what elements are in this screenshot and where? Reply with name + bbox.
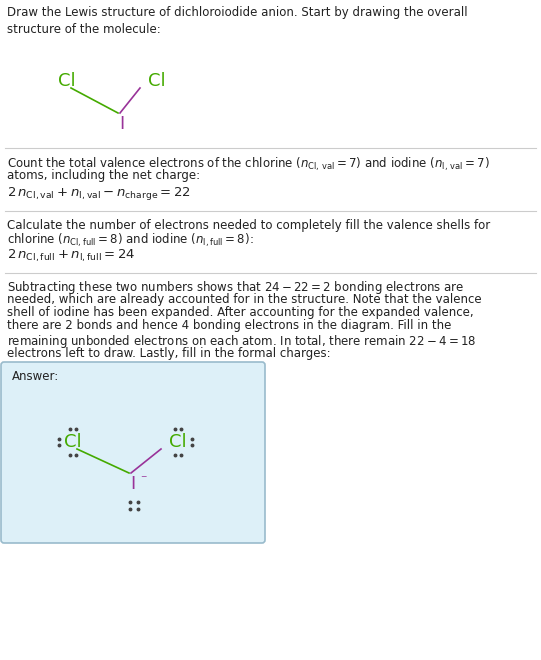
Text: Subtracting these two numbers shows that $24 - 22 = 2$ bonding electrons are: Subtracting these two numbers shows that…	[7, 279, 464, 296]
Text: I: I	[130, 475, 135, 493]
Text: needed, which are already accounted for in the structure. Note that the valence: needed, which are already accounted for …	[7, 292, 481, 306]
Text: there are 2 bonds and hence 4 bonding electrons in the diagram. Fill in the: there are 2 bonds and hence 4 bonding el…	[7, 319, 451, 333]
Text: $2\,n_{\mathrm{Cl,val}} + n_{\mathrm{I,val}} - n_{\mathrm{charge}} = 22$: $2\,n_{\mathrm{Cl,val}} + n_{\mathrm{I,v…	[7, 185, 191, 202]
Text: atoms, including the net charge:: atoms, including the net charge:	[7, 170, 200, 183]
Text: chlorine ($n_{\mathrm{Cl,full}} = 8$) and iodine ($n_{\mathrm{I,full}} = 8$):: chlorine ($n_{\mathrm{Cl,full}} = 8$) an…	[7, 232, 254, 249]
Text: Draw the Lewis structure of dichloroiodide anion. Start by drawing the overall
s: Draw the Lewis structure of dichloroiodi…	[7, 6, 467, 36]
Text: Count the total valence electrons of the chlorine ($n_{\mathrm{Cl,\,val}} = 7$) : Count the total valence electrons of the…	[7, 156, 490, 174]
Text: $^{-}$: $^{-}$	[140, 474, 148, 484]
Text: Answer:: Answer:	[12, 370, 60, 383]
Text: Calculate the number of electrons needed to completely fill the valence shells f: Calculate the number of electrons needed…	[7, 218, 490, 232]
Text: electrons left to draw. Lastly, fill in the formal charges:: electrons left to draw. Lastly, fill in …	[7, 346, 331, 360]
Text: Cl: Cl	[169, 433, 187, 451]
Text: I: I	[119, 115, 124, 133]
Text: Cl: Cl	[148, 72, 166, 90]
Text: shell of iodine has been expanded. After accounting for the expanded valence,: shell of iodine has been expanded. After…	[7, 306, 473, 319]
Text: Cl: Cl	[58, 72, 76, 90]
FancyBboxPatch shape	[1, 362, 265, 543]
Text: remaining unbonded electrons on each atom. In total, there remain $22 - 4 = 18$: remaining unbonded electrons on each ato…	[7, 333, 476, 350]
Text: $2\,n_{\mathrm{Cl,full}} + n_{\mathrm{I,full}} = 24$: $2\,n_{\mathrm{Cl,full}} + n_{\mathrm{I,…	[7, 248, 136, 264]
Text: Cl: Cl	[64, 433, 82, 451]
